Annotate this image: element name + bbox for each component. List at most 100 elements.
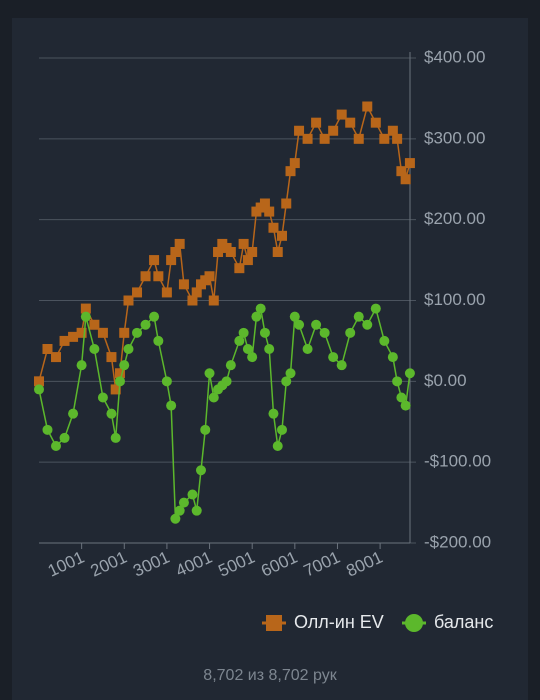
legend-label: баланс: [434, 612, 493, 632]
point: [281, 198, 292, 209]
point: [153, 335, 164, 346]
point: [187, 295, 198, 306]
x-tick-label: 7001: [301, 547, 343, 580]
point: [110, 432, 121, 443]
point: [110, 384, 121, 395]
point: [404, 158, 415, 169]
x-tick-label: 8001: [343, 547, 385, 580]
point: [191, 287, 202, 298]
point: [140, 319, 151, 330]
point: [285, 368, 296, 379]
point: [119, 327, 130, 338]
point: [170, 247, 181, 257]
point: [234, 263, 245, 274]
point: [370, 117, 381, 128]
y-tick-label: $300.00: [424, 128, 485, 147]
point: [255, 303, 266, 314]
x-tick-label: 5001: [215, 547, 257, 580]
point: [132, 287, 143, 298]
point: [247, 352, 258, 363]
point: [400, 400, 411, 411]
point: [336, 360, 347, 371]
point: [345, 327, 356, 338]
point: [34, 376, 44, 387]
x-tick-label: 3001: [130, 547, 172, 580]
point: [238, 327, 249, 338]
point: [268, 222, 279, 233]
point: [68, 331, 79, 342]
point: [264, 344, 275, 354]
point: [259, 327, 270, 338]
point: [178, 279, 189, 290]
point: [294, 125, 305, 136]
point: [264, 206, 275, 217]
point: [404, 368, 415, 379]
y-tick-label: $100.00: [424, 290, 485, 309]
point: [238, 238, 249, 249]
point: [174, 238, 185, 249]
point: [392, 133, 403, 144]
point: [178, 497, 189, 508]
point: [242, 344, 253, 354]
point: [362, 319, 373, 330]
point: [311, 117, 322, 128]
point: [302, 344, 313, 354]
point: [225, 247, 236, 257]
point: [42, 344, 53, 354]
point: [225, 360, 236, 371]
point: [387, 125, 398, 136]
point: [80, 311, 91, 322]
point: [68, 408, 79, 419]
point: [294, 319, 305, 330]
point: [106, 408, 117, 419]
series-line: [38, 306, 411, 522]
point: [242, 255, 253, 266]
point: [319, 133, 330, 144]
point: [362, 101, 373, 112]
point: [34, 384, 44, 395]
point: [123, 295, 134, 306]
point: [153, 271, 164, 282]
point: [119, 360, 130, 371]
point: [276, 424, 287, 435]
point: [161, 287, 172, 298]
point: [166, 400, 177, 411]
point: [195, 465, 206, 476]
point: [208, 392, 219, 403]
point: [328, 352, 339, 363]
point: [302, 133, 313, 144]
point: [166, 255, 177, 266]
point: [89, 344, 100, 354]
legend-label: Олл-ин EV: [294, 612, 384, 632]
point: [272, 441, 283, 451]
point: [51, 441, 62, 451]
point: [80, 303, 91, 314]
point: [396, 166, 407, 177]
point: [149, 255, 160, 266]
point: [289, 311, 300, 322]
y-tick-label: $400.00: [424, 47, 485, 66]
y-tick-label: $200.00: [424, 209, 485, 228]
legend-marker: [405, 614, 423, 632]
point: [234, 335, 245, 346]
point: [97, 327, 108, 338]
y-tick-label: -$100.00: [424, 452, 491, 471]
point: [353, 311, 364, 322]
point: [76, 360, 87, 371]
point: [191, 505, 202, 516]
point: [59, 432, 70, 443]
point: [161, 376, 172, 387]
point: [259, 198, 270, 209]
point: [149, 311, 160, 322]
point: [311, 319, 322, 330]
point: [204, 271, 215, 282]
point: [272, 247, 283, 257]
x-tick-label: 4001: [173, 547, 215, 580]
point: [400, 174, 411, 185]
point: [140, 271, 151, 282]
point: [379, 335, 390, 346]
point: [106, 352, 117, 363]
point: [59, 335, 70, 346]
